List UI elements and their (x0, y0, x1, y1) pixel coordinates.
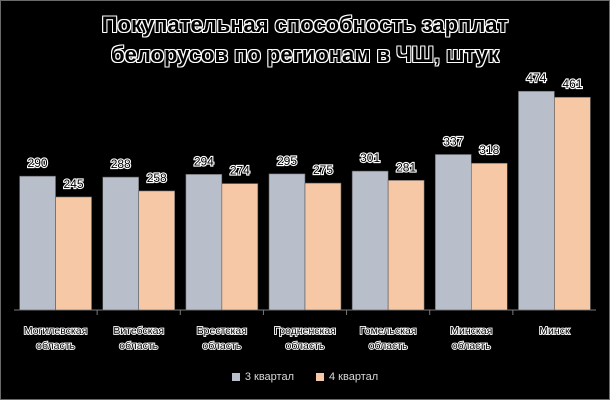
data-label-2-3: 274 (230, 164, 250, 178)
chart-title-line-2: белорусов по регионам в ЧШ, штук (111, 42, 499, 67)
bar-1-1 (19, 175, 56, 311)
bar-1-7 (518, 90, 555, 311)
bar-1-6 (434, 154, 472, 311)
data-label-2-1: 245 (64, 177, 84, 191)
data-label-2-4: 275 (313, 163, 333, 177)
bar-1-5 (351, 170, 389, 311)
data-label-1-6: 337 (443, 134, 463, 148)
data-label-1-5: 301 (360, 151, 380, 165)
x-tick-label-6: Минская область (450, 325, 492, 352)
bar-1-3 (185, 174, 223, 311)
bar-1-4 (268, 173, 306, 311)
legend-item-series-2: 4 квартал (316, 371, 378, 383)
bar-1-2 (102, 176, 140, 311)
data-label-1-7: 474 (526, 71, 546, 85)
bar-2-2 (138, 190, 176, 311)
x-tick-label-2: Витебская область (113, 325, 164, 352)
data-label-2-5: 281 (396, 160, 416, 174)
data-label-2-2: 258 (147, 171, 167, 185)
legend: 3 квартал 4 квартал (0, 371, 610, 383)
bar-2-4 (304, 182, 342, 311)
data-label-1-2: 288 (111, 157, 131, 171)
x-tick-label-7: Минск (539, 325, 570, 337)
legend-swatch-series-2 (316, 373, 324, 381)
data-label-1-3: 294 (194, 154, 214, 168)
data-label-2-6: 318 (479, 143, 499, 157)
legend-label-series-1: 3 квартал (244, 371, 294, 383)
x-tick-label-5: Гомельская область (360, 325, 417, 352)
bar-2-6 (470, 162, 508, 311)
chart-title-line-1: Покупательная способность зарплат (101, 12, 509, 37)
bar-2-7 (554, 96, 591, 311)
bar-2-1 (55, 196, 92, 311)
chart-title: Покупательная способность зарплат белору… (0, 10, 610, 70)
data-label-1-1: 290 (28, 156, 48, 170)
data-label-1-4: 295 (277, 154, 297, 168)
data-label-2-7: 461 (562, 77, 582, 91)
legend-label-series-2: 4 квартал (329, 371, 379, 383)
x-tick-label-3: Брестская область (197, 325, 247, 352)
x-tick-label-4: Гродненская область (274, 325, 336, 352)
legend-swatch-series-1 (231, 373, 240, 381)
legend-item-series-1: 3 квартал (231, 371, 294, 383)
bar-2-5 (387, 180, 425, 311)
bar-2-3 (221, 183, 259, 311)
x-tick-label-1: Могилевская область (24, 325, 87, 352)
